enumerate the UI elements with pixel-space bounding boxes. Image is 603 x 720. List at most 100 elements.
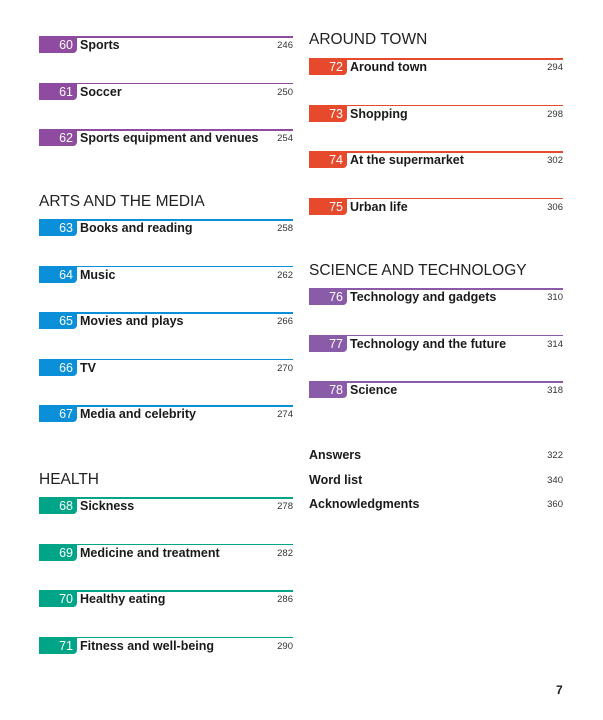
divider-rule xyxy=(39,590,293,592)
divider-rule xyxy=(39,129,293,131)
entry-page-number: 282 xyxy=(277,547,293,559)
entry-title: Medicine and treatment xyxy=(80,545,220,560)
section-heading: AROUND TOWN xyxy=(309,31,428,48)
unit-number-badge: 74 xyxy=(309,151,347,168)
toc-entry[interactable]: 77 Technology and the future 314 xyxy=(309,334,563,355)
entry-page-number: 294 xyxy=(547,62,563,73)
divider-rule xyxy=(39,543,293,545)
entry-title: Science xyxy=(350,383,398,397)
divider-rule xyxy=(309,151,563,153)
entry-page-number: 278 xyxy=(277,501,293,512)
entry-title: Acknowledgments xyxy=(309,497,420,511)
entry-title: Sports xyxy=(80,38,120,52)
divider-rule xyxy=(39,312,293,314)
unit-number-badge: 75 xyxy=(309,197,347,215)
toc-entry[interactable]: 73 Shopping 298 xyxy=(309,104,563,125)
divider-rule xyxy=(309,288,563,290)
divider-rule xyxy=(39,358,293,360)
divider-rule xyxy=(309,381,563,383)
unit-number-badge: 72 xyxy=(309,58,347,75)
toc-entry[interactable]: 78 Science 318 xyxy=(309,381,563,401)
divider-rule xyxy=(309,104,563,106)
entry-title: TV xyxy=(80,360,96,375)
entry-page-number: 266 xyxy=(277,316,293,327)
unit-number-badge: 71 xyxy=(39,636,77,654)
toc-entry[interactable]: 61 Soccer 250 xyxy=(39,82,293,103)
unit-number-badge: 73 xyxy=(309,104,347,122)
entry-page-number: 306 xyxy=(547,201,563,213)
entry-title: Shopping xyxy=(350,106,408,121)
toc-entry[interactable]: 76 Technology and gadgets 310 xyxy=(309,288,563,308)
toc-entry[interactable]: 71 Fitness and well-being 290 xyxy=(39,636,293,657)
unit-number-badge: 66 xyxy=(39,358,77,376)
toc-entry[interactable]: 62 Sports equipment and venues 254 xyxy=(39,129,293,149)
entry-title: Sickness xyxy=(80,499,135,513)
toc-entry[interactable]: 67 Media and celebrity 274 xyxy=(39,405,293,425)
toc-entry[interactable]: 72 Around town 294 xyxy=(309,58,563,78)
unit-number-badge: 77 xyxy=(309,334,347,352)
entry-title: Movies and plays xyxy=(80,314,184,328)
entry-title: Word list xyxy=(309,472,363,487)
entry-title: Sports equipment and venues xyxy=(80,131,259,145)
entry-page-number: 290 xyxy=(277,640,293,652)
unit-number-badge: 76 xyxy=(309,288,347,305)
back-matter-entry[interactable]: Answers 322 xyxy=(309,446,563,464)
divider-rule xyxy=(39,265,293,267)
entry-page-number: 262 xyxy=(277,269,293,281)
unit-number-badge: 61 xyxy=(39,82,77,100)
entry-title: Soccer xyxy=(80,84,122,99)
entry-title: Around town xyxy=(350,60,428,74)
section-heading: SCIENCE AND TECHNOLOGY xyxy=(309,262,527,279)
divider-rule xyxy=(39,82,293,84)
entry-page-number: 246 xyxy=(277,40,293,51)
back-matter-entry[interactable]: Word list 340 xyxy=(309,471,563,489)
entry-page-number: 286 xyxy=(277,594,293,605)
divider-rule xyxy=(309,197,563,199)
toc-entry[interactable]: 64 Music 262 xyxy=(39,265,293,286)
toc-entry[interactable]: 66 TV 270 xyxy=(39,358,293,379)
divider-rule xyxy=(39,219,293,221)
unit-number-badge: 60 xyxy=(39,36,77,53)
entry-page-number: 302 xyxy=(547,155,563,166)
entry-page-number: 258 xyxy=(277,223,293,234)
entry-page-number: 318 xyxy=(547,385,563,396)
entry-page-number: 314 xyxy=(547,338,563,350)
entry-title: Answers xyxy=(309,448,362,462)
toc-entry[interactable]: 75 Urban life 306 xyxy=(309,197,563,218)
back-matter-entry[interactable]: Acknowledgments 360 xyxy=(309,495,563,513)
toc-entry[interactable]: 69 Medicine and treatment 282 xyxy=(39,543,293,564)
entry-page-number: 340 xyxy=(547,474,563,486)
divider-rule xyxy=(309,334,563,336)
entry-title: Music xyxy=(80,267,116,282)
unit-number-badge: 67 xyxy=(39,405,77,422)
section-heading: ARTS AND THE MEDIA xyxy=(39,193,205,210)
toc-entry[interactable]: 60 Sports 246 xyxy=(39,36,293,56)
entry-title: Technology and gadgets xyxy=(350,290,497,304)
entry-page-number: 274 xyxy=(277,409,293,420)
toc-entry[interactable]: 74 At the supermarket 302 xyxy=(309,151,563,171)
unit-number-badge: 78 xyxy=(309,381,347,398)
section-heading: HEALTH xyxy=(39,471,100,488)
entry-title: At the supermarket xyxy=(350,153,464,167)
divider-rule xyxy=(39,405,293,407)
unit-number-badge: 69 xyxy=(39,543,77,561)
unit-number-badge: 65 xyxy=(39,312,77,329)
toc-entry[interactable]: 65 Movies and plays 266 xyxy=(39,312,293,332)
toc-entry[interactable]: 68 Sickness 278 xyxy=(39,497,293,517)
toc-entry[interactable]: 63 Books and reading 258 xyxy=(39,219,293,239)
entry-page-number: 360 xyxy=(547,499,563,510)
unit-number-badge: 68 xyxy=(39,497,77,514)
entry-page-number: 254 xyxy=(277,133,293,144)
toc-entry[interactable]: 70 Healthy eating 286 xyxy=(39,590,293,610)
entry-title: Technology and the future xyxy=(350,336,507,351)
divider-rule xyxy=(39,497,293,499)
entry-page-number: 250 xyxy=(277,86,293,98)
unit-number-badge: 70 xyxy=(39,590,77,607)
page-number: 7 xyxy=(556,683,563,697)
unit-number-badge: 64 xyxy=(39,265,77,283)
entry-page-number: 322 xyxy=(547,450,563,461)
divider-rule xyxy=(39,636,293,638)
entry-title: Healthy eating xyxy=(80,592,166,606)
entry-title: Urban life xyxy=(350,199,408,214)
